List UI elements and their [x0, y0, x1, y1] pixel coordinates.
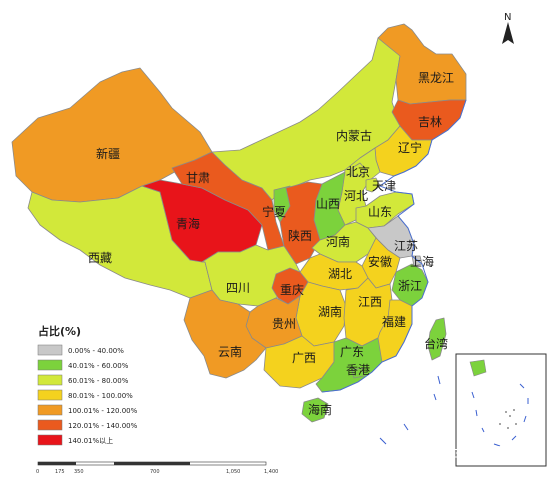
watermark-text: 兰财税海研语	[454, 446, 532, 461]
label-xinjiang: 新疆	[96, 146, 120, 161]
label-tianjin: 天津	[372, 179, 396, 193]
region-xianggang	[351, 367, 365, 379]
label-shanghai: 上海	[410, 254, 434, 269]
label-guangxi: 广西	[292, 351, 316, 365]
region-tianjin	[365, 177, 381, 193]
label-shanxi: 山西	[316, 197, 340, 211]
legend-swatch	[37, 344, 63, 356]
legend-label: 40.01% - 60.00%	[68, 362, 129, 370]
legend-swatch	[37, 404, 63, 416]
label-anhui: 安徽	[368, 254, 392, 269]
label-gansu: 甘肃	[186, 171, 210, 185]
coastal-islands	[379, 375, 441, 445]
label-taiwan: 台湾	[424, 336, 448, 351]
legend-label: 120.01% - 140.00%	[68, 422, 138, 430]
scale-tick-label: 0	[36, 469, 39, 475]
label-zhejiang: 浙江	[398, 279, 422, 293]
wechat-icon	[434, 444, 450, 460]
legend-swatch	[37, 359, 63, 371]
north-arrow-icon: N	[502, 12, 514, 44]
label-hubei: 湖北	[328, 266, 352, 281]
legend-swatch	[37, 434, 63, 446]
legend-label: 0.00% - 40.00%	[68, 347, 124, 355]
label-jiangsu: 江苏	[394, 239, 418, 253]
label-hunan: 湖南	[318, 304, 342, 319]
label-xianggang: 香港	[346, 363, 370, 377]
scale-tick-label: 700	[150, 469, 160, 475]
scale-tick-label: 175	[55, 469, 65, 475]
legend-swatch	[37, 419, 63, 431]
label-ningxia: 宁夏	[262, 204, 286, 219]
label-xizang: 西藏	[88, 251, 112, 265]
label-liaoning: 辽宁	[398, 140, 422, 155]
label-henan: 河南	[326, 234, 350, 249]
legend-swatch	[37, 374, 63, 386]
watermark: 兰财税海研语	[434, 444, 532, 461]
label-hebei: 河北	[344, 189, 368, 203]
legend-label: 100.01% - 120.00%	[68, 407, 138, 415]
legend-label: 60.01% - 80.00%	[68, 377, 129, 385]
scale-bar: 0 175 350 700 1,050 1,400	[36, 461, 278, 475]
label-jilin: 吉林	[418, 115, 442, 129]
region-hainan	[301, 397, 329, 423]
region-yunnan	[183, 289, 267, 379]
label-fujian: 福建	[382, 314, 406, 329]
coastline	[321, 99, 467, 393]
label-qinghai: 青海	[176, 216, 200, 231]
scale-tick-label: 1,050	[226, 469, 240, 475]
label-sichuan: 四川	[226, 281, 250, 295]
legend-swatch	[37, 389, 63, 401]
label-neimenggu: 内蒙古	[336, 128, 372, 143]
label-guizhou: 贵州	[272, 317, 296, 331]
label-shandong: 山东	[368, 205, 392, 219]
region-taiwan	[427, 317, 447, 361]
legend-label: 140.01%以上	[68, 436, 113, 445]
legend-title: 占比(%)	[38, 324, 81, 338]
label-heilongjiang: 黑龙江	[418, 71, 454, 85]
label-beijing: 北京	[346, 165, 370, 179]
scale-tick-label: 1,400	[264, 469, 278, 475]
south-china-sea-inset	[455, 353, 547, 467]
label-guangdong: 广东	[340, 345, 364, 359]
label-chongqing: 重庆	[280, 283, 304, 297]
label-jiangxi: 江西	[358, 295, 382, 309]
legend-label: 80.01% - 100.00%	[68, 392, 133, 400]
scale-tick-label: 350	[74, 469, 84, 475]
region-beijing	[351, 162, 367, 177]
label-yunnan: 云南	[218, 344, 242, 359]
north-arrow-label: N	[504, 12, 511, 23]
label-hainan: 海南	[308, 402, 332, 417]
legend: 占比(%) 0.00% - 40.00% 40.01% - 60.00% 60.01…	[37, 324, 138, 446]
label-shaanxi: 陕西	[288, 228, 312, 243]
region-heilongjiang	[377, 23, 467, 105]
